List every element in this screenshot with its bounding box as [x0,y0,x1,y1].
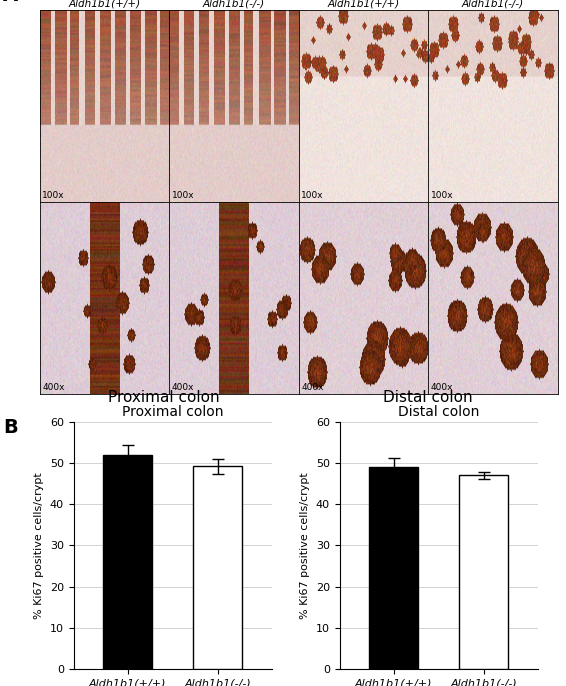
Text: 100x: 100x [302,191,324,200]
Text: B: B [3,418,18,438]
Y-axis label: % Ki67 positive cells/crypt: % Ki67 positive cells/crypt [300,472,310,619]
Text: 400x: 400x [42,383,65,392]
Title: Distal colon: Distal colon [398,405,479,419]
Bar [103,455,152,669]
Text: Proximal colon: Proximal colon [108,390,219,405]
Text: Aldh1b1(+/+): Aldh1b1(+/+) [327,0,400,9]
Bar [459,475,508,669]
Text: 100x: 100x [431,191,453,200]
Text: Aldh1b1(-/-): Aldh1b1(-/-) [462,0,524,9]
Text: 100x: 100x [42,191,65,200]
Text: 400x: 400x [431,383,453,392]
Title: Proximal colon: Proximal colon [122,405,224,419]
Text: 100x: 100x [172,191,195,200]
Text: 400x: 400x [172,383,195,392]
Text: A: A [3,0,18,5]
Bar [369,467,418,669]
Text: Distal colon: Distal colon [383,390,473,405]
Text: 400x: 400x [302,383,324,392]
Text: Aldh1b1(-/-): Aldh1b1(-/-) [203,0,265,9]
Y-axis label: % Ki67 positive cells/crypt: % Ki67 positive cells/crypt [34,472,44,619]
Bar [193,466,242,669]
Text: Aldh1b1(+/+): Aldh1b1(+/+) [68,0,140,9]
